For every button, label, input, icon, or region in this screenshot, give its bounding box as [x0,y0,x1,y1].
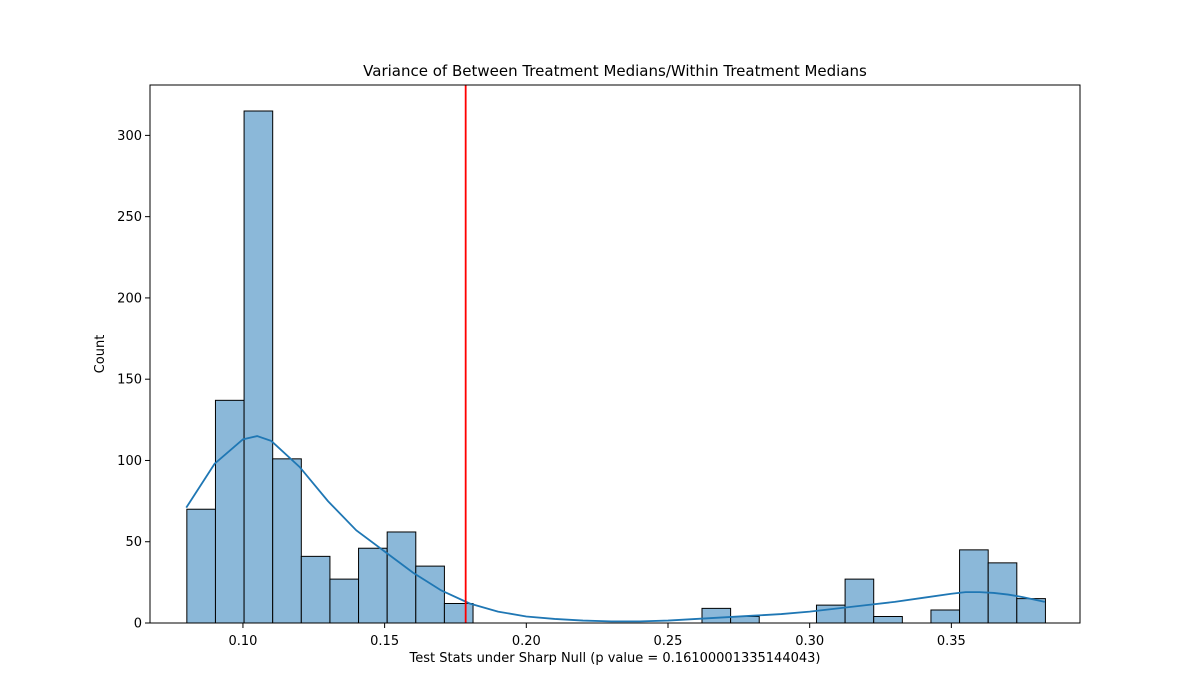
x-axis-label: Test Stats under Sharp Null (p value = 0… [409,651,821,666]
histogram-bar [415,565,445,624]
y-axis-label: Count [93,335,108,374]
y-tick-label: 200 [117,291,142,306]
y-tick-label: 0 [134,617,142,632]
x-tick-label: 0.10 [228,634,257,649]
histogram-bar [873,615,903,624]
histogram-bar [443,602,474,624]
y-tick-label: 50 [125,535,142,550]
x-tick-label: 0.30 [795,634,824,649]
histogram-bars [186,110,1046,624]
chart-title: Variance of Between Treatment Medians/Wi… [363,62,867,80]
x-axis: 0.10 0.15 0.20 0.25 0.30 0.35 [228,623,966,649]
y-axis: 0 50 100 150 200 250 300 [117,129,150,632]
histogram-bar [844,578,875,624]
histogram-bar [272,458,302,624]
histogram-bar [300,555,331,624]
y-tick-label: 100 [117,454,142,469]
x-tick-label: 0.20 [512,634,541,649]
histogram-bar [930,609,961,624]
y-tick-label: 250 [117,210,142,225]
histogram-bar [214,399,245,624]
y-tick-label: 150 [117,373,142,388]
x-tick-label: 0.15 [370,634,399,649]
histogram-bar [959,549,989,624]
histogram-bar [243,110,274,624]
histogram-bar [358,547,388,624]
plot-area-frame [149,84,1081,624]
histogram-bar [186,508,216,624]
y-tick-label: 300 [117,129,142,144]
histogram-bar [386,531,417,624]
kde-curve [185,435,1046,623]
histogram-bar [701,607,732,624]
x-tick-label: 0.35 [937,634,966,649]
histogram-bar [1016,598,1046,624]
x-tick-label: 0.25 [654,634,683,649]
histogram-bar [329,578,360,624]
